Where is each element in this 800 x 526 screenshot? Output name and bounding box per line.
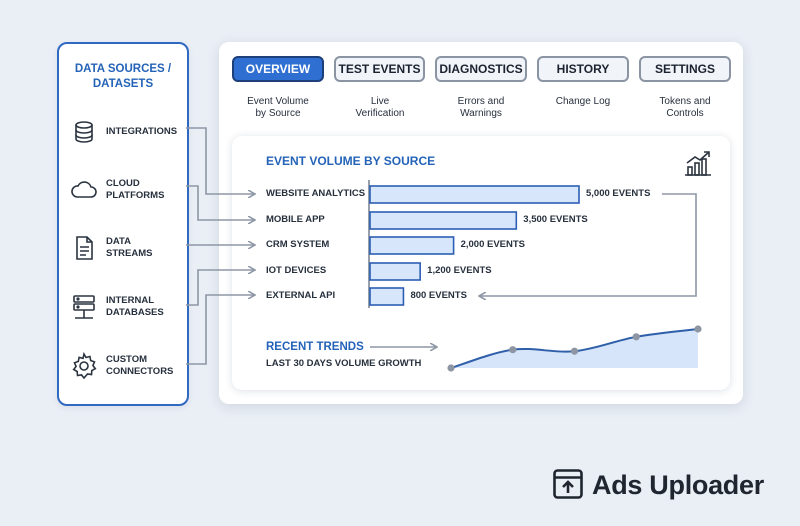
bar-value-label: 1,200 EVENTS — [427, 265, 492, 276]
chart-title: EVENT VOLUME BY SOURCE — [266, 154, 436, 168]
document-icon — [69, 233, 99, 263]
tab-test-events[interactable]: TEST EVENTS — [334, 56, 425, 82]
source-label: INTEGRATIONS — [106, 126, 178, 137]
bar-value-label: 5,000 EVENTS — [586, 188, 651, 199]
source-connectors — [186, 127, 697, 365]
data-sources-panel: DATA SOURCES / DATASETS INTEGRATIONS CLO… — [57, 42, 189, 406]
tab-history[interactable]: HISTORY — [537, 56, 629, 82]
bar-category-label: CRM SYSTEM — [266, 239, 330, 250]
trend-group — [447, 325, 702, 372]
tab-settings-description: Tokens and Controls — [659, 96, 711, 119]
source-internal-databases[interactable]: INTERNAL DATABASES — [69, 292, 187, 328]
bar-category-label: MOBILE APP — [266, 214, 325, 225]
source-integrations[interactable]: INTEGRATIONS — [69, 117, 187, 153]
source-cloud-platforms[interactable]: CLOUD PLATFORMS — [69, 175, 187, 211]
brand-name: Ads Uploader — [592, 470, 764, 500]
gear-icon — [69, 351, 99, 381]
bar-chart-growth-icon — [682, 148, 714, 178]
source-label: CLOUD PLATFORMS — [106, 178, 165, 201]
source-label: DATA STREAMS — [106, 236, 153, 259]
bar — [369, 236, 455, 255]
tab-overview-description: Event Volume by Source — [247, 96, 309, 119]
tab-settings[interactable]: SETTINGS — [639, 56, 731, 82]
tab-test-events-description: Live Verification — [355, 96, 405, 119]
bar — [369, 185, 580, 204]
source-label: INTERNAL DATABASES — [106, 295, 164, 318]
data-sources-title: DATA SOURCES / DATASETS — [74, 63, 172, 90]
trend-point — [694, 325, 702, 333]
bar-category-label: IOT DEVICES — [266, 265, 327, 276]
source-data-streams[interactable]: DATA STREAMS — [69, 233, 187, 269]
database-icon — [69, 117, 99, 147]
bar-value-label: 2,000 EVENTS — [460, 239, 526, 250]
bars-group — [369, 185, 580, 306]
trend-point — [570, 347, 579, 355]
trend-point — [632, 333, 640, 341]
trends-subtitle: LAST 30 DAYS VOLUME GROWTH — [266, 358, 422, 369]
trend-point — [447, 364, 455, 372]
trends-title: RECENT TRENDS — [266, 341, 364, 353]
tab-diagnostics-description: Errors and Warnings — [457, 96, 505, 119]
tab-overview[interactable]: OVERVIEW — [232, 56, 324, 82]
bar — [369, 211, 518, 230]
tab-history-description: Change Log — [555, 96, 611, 107]
bar-category-label: EXTERNAL API — [266, 290, 336, 301]
bar-category-label: WEBSITE ANALYTICS — [266, 188, 366, 199]
tab-diagnostics[interactable]: DIAGNOSTICS — [435, 56, 527, 82]
source-label: CUSTOM CONNECTORS — [106, 354, 174, 377]
server-icon — [69, 292, 99, 322]
trend-point — [509, 346, 517, 354]
cloud-icon — [69, 175, 99, 205]
bar-value-label: 800 EVENTS — [410, 290, 467, 301]
upload-box-icon — [552, 468, 584, 500]
bar — [369, 262, 421, 281]
bar-value-label: 3,500 EVENTS — [523, 214, 588, 225]
source-custom-connectors[interactable]: CUSTOM CONNECTORS — [69, 351, 187, 387]
bar — [369, 287, 405, 306]
